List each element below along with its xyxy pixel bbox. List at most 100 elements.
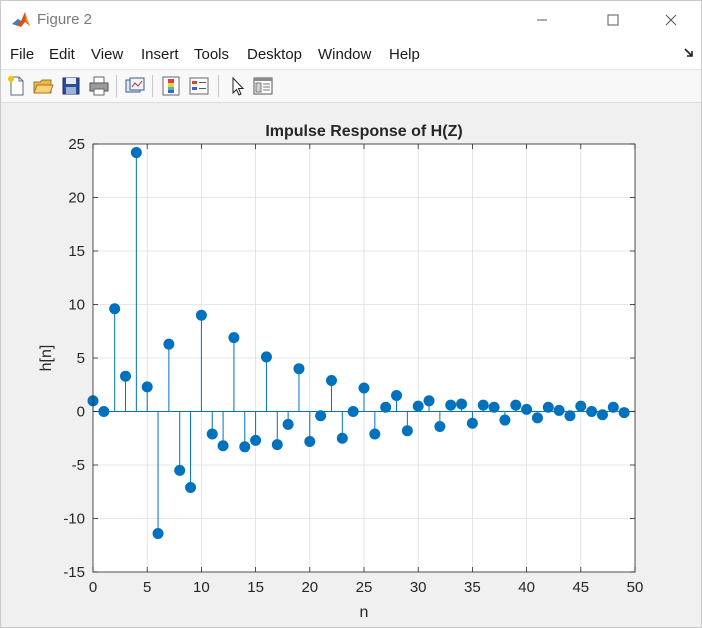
- property-inspector-icon[interactable]: [252, 75, 274, 97]
- stem-marker[interactable]: [174, 464, 186, 476]
- edit-plot-icon[interactable]: [226, 75, 248, 97]
- colorbar-icon[interactable]: [160, 75, 182, 97]
- print-icon[interactable]: [88, 75, 110, 97]
- link-plot-icon[interactable]: [124, 75, 146, 97]
- x-tick-label: 15: [247, 579, 264, 596]
- stem-marker[interactable]: [596, 409, 608, 421]
- stem-marker[interactable]: [607, 401, 619, 413]
- stem-marker[interactable]: [542, 401, 554, 413]
- menu-tools[interactable]: Tools: [194, 46, 230, 63]
- menu-desktop[interactable]: Desktop: [247, 46, 303, 63]
- stem-marker[interactable]: [282, 418, 294, 430]
- stem-marker[interactable]: [271, 439, 283, 451]
- stem-marker[interactable]: [228, 332, 240, 344]
- stem-marker[interactable]: [499, 414, 511, 426]
- stem-marker[interactable]: [401, 425, 413, 437]
- y-tick-label: 15: [68, 243, 85, 260]
- menu-view[interactable]: View: [91, 46, 124, 63]
- stem-marker[interactable]: [141, 381, 153, 393]
- menu-bar: File Edit View Insert Tools Desktop Wind…: [1, 39, 701, 70]
- stem-marker[interactable]: [217, 440, 229, 452]
- axis-ticks: 0 5 10 15 20 25 30 35 40 45 50 -15 -10 -5 0 5 10 15 20 25: [63, 136, 643, 596]
- stem-marker[interactable]: [412, 400, 424, 412]
- x-axis-label: n: [360, 604, 369, 621]
- matlab-logo-icon: [11, 10, 31, 30]
- stem-marker[interactable]: [586, 406, 598, 417]
- toolbar-separator: [152, 75, 153, 97]
- stem-marker[interactable]: [260, 351, 272, 363]
- x-tick-label: 25: [356, 579, 373, 596]
- x-tick-label: 35: [464, 579, 481, 596]
- stem-marker[interactable]: [466, 417, 478, 429]
- stem-marker[interactable]: [510, 399, 522, 411]
- stem-marker[interactable]: [564, 410, 576, 422]
- stem-marker[interactable]: [315, 410, 327, 422]
- plot-title: Impulse Response of H(Z): [265, 123, 462, 140]
- stem-marker[interactable]: [336, 432, 348, 444]
- stem-marker[interactable]: [380, 401, 392, 413]
- stem-marker[interactable]: [239, 441, 251, 453]
- maximize-button[interactable]: [590, 1, 636, 39]
- stem-marker[interactable]: [293, 363, 305, 375]
- stem-marker[interactable]: [109, 303, 121, 315]
- stem-marker[interactable]: [250, 434, 262, 446]
- y-axis-label: h[n]: [38, 345, 55, 372]
- stem-marker[interactable]: [553, 404, 565, 416]
- stem-marker[interactable]: [575, 400, 587, 412]
- minimize-button[interactable]: [519, 1, 565, 39]
- menu-window[interactable]: Window: [318, 46, 372, 63]
- stem-marker[interactable]: [304, 435, 316, 447]
- x-tick-label: 20: [301, 579, 318, 596]
- stem-marker[interactable]: [434, 420, 446, 432]
- menu-edit[interactable]: Edit: [49, 46, 75, 63]
- menu-file[interactable]: File: [10, 46, 35, 63]
- stem-marker[interactable]: [152, 527, 164, 539]
- stem-marker[interactable]: [206, 428, 218, 440]
- stem-marker[interactable]: [347, 406, 359, 417]
- menu-insert[interactable]: Insert: [141, 46, 179, 63]
- stem-marker[interactable]: [423, 395, 435, 407]
- stem-marker[interactable]: [163, 338, 175, 350]
- y-tick-label: 20: [68, 190, 85, 207]
- new-figure-icon[interactable]: [6, 75, 28, 97]
- title-bar: Figure 2: [1, 1, 701, 39]
- stem-marker[interactable]: [130, 147, 142, 159]
- stem-marker[interactable]: [456, 398, 468, 410]
- stem-marker[interactable]: [369, 428, 381, 440]
- stem-series: [87, 147, 630, 539]
- stem-marker[interactable]: [325, 374, 337, 386]
- x-tick-label: 0: [89, 579, 97, 596]
- stem-marker[interactable]: [358, 382, 370, 394]
- y-tick-label: -10: [63, 511, 85, 528]
- y-tick-label: 10: [68, 297, 85, 314]
- figure-toolbar: [1, 70, 701, 103]
- stem-marker[interactable]: [391, 389, 403, 401]
- stem-marker[interactable]: [521, 403, 533, 415]
- minimize-icon: [537, 19, 547, 21]
- figure-canvas: 0 5 10 15 20 25 30 35 40 45 50 -15 -10 -5 0 5 10 15 20 25 I…: [1, 103, 701, 627]
- stem-marker[interactable]: [445, 399, 457, 411]
- stem-marker[interactable]: [98, 406, 110, 417]
- save-icon[interactable]: [60, 75, 82, 97]
- stem-marker[interactable]: [477, 399, 489, 411]
- menu-help[interactable]: Help: [389, 46, 420, 63]
- stem-plot: 0 5 10 15 20 25 30 35 40 45 50 -15 -10 -5 0 5 10 15 20 25 I…: [38, 123, 643, 621]
- legend-icon[interactable]: [188, 75, 210, 97]
- y-tick-label: 0: [77, 404, 85, 421]
- toolbar-separator: [116, 75, 117, 97]
- stem-marker[interactable]: [531, 412, 543, 424]
- x-tick-label: 50: [627, 579, 644, 596]
- close-button[interactable]: [648, 1, 694, 39]
- y-tick-label: -15: [63, 564, 85, 581]
- x-tick-label: 5: [143, 579, 151, 596]
- stem-marker[interactable]: [185, 481, 197, 493]
- stem-marker[interactable]: [195, 309, 207, 321]
- stem-marker[interactable]: [488, 401, 500, 413]
- stem-marker[interactable]: [120, 370, 132, 382]
- y-tick-label: -5: [72, 457, 85, 474]
- close-icon: [665, 14, 677, 26]
- dock-figure-icon[interactable]: [683, 47, 695, 59]
- open-file-icon[interactable]: [32, 75, 54, 97]
- stem-marker[interactable]: [618, 407, 630, 419]
